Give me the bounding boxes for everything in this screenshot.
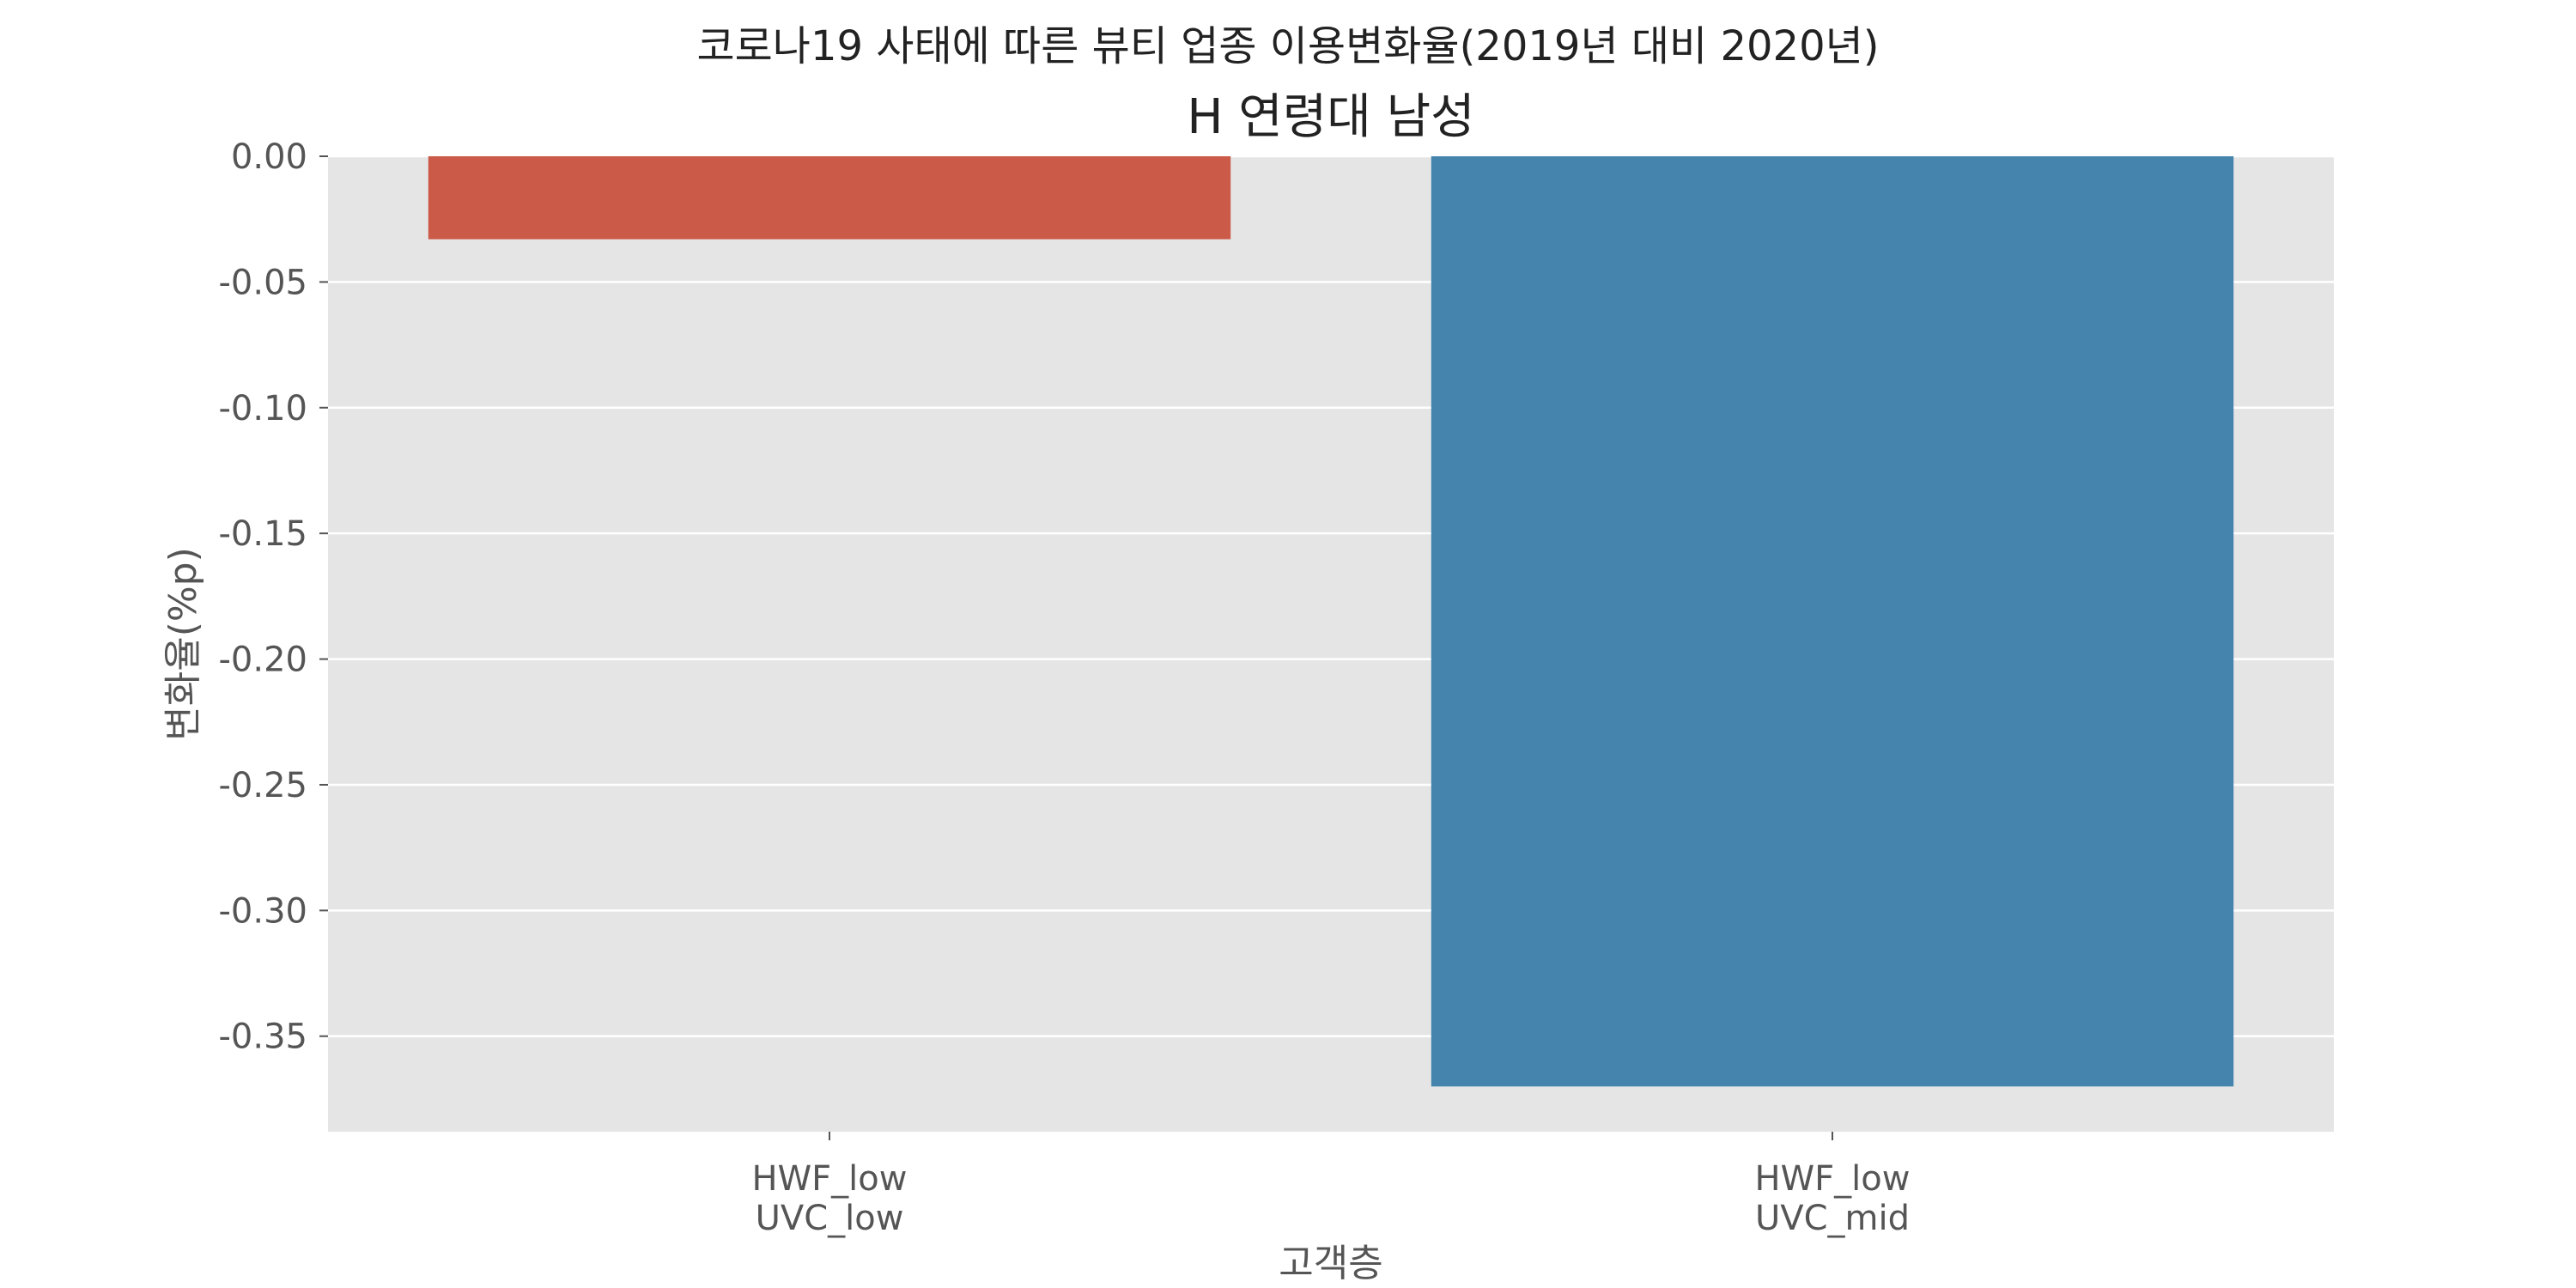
y-tick-label: -0.10 [219,389,308,428]
x-tick-label-line: HWF_low [1755,1159,1911,1199]
y-tick-label: -0.05 [219,263,308,302]
x-tick-label-line: UVC_low [756,1199,904,1238]
bar [1431,156,2234,1087]
x-tick-label: HWF_low UVC_low [752,1159,908,1238]
x-tick-label-line: HWF_low [752,1159,908,1199]
x-axis-title: 고객층 [1279,1242,1382,1285]
y-axis-ticks: 0.00 -0.05 -0.10 -0.15 -0.20 -0.25 -0.30 -0.35 [219,137,328,1057]
y-tick-label: -0.35 [219,1018,308,1057]
x-tick-label: HWF_low UVC_mid [1755,1159,1911,1238]
x-tick-label-line: UVC_mid [1755,1199,1910,1238]
bars [428,156,2234,1087]
y-axis-title: 변화율(%p) [161,547,205,741]
figure-suptitle: 코로나19 사태에 따른 뷰티 업종 이용변화율(2019년 대비 2020년) [696,22,1880,70]
y-tick-label: -0.30 [219,891,308,931]
bar [428,156,1231,240]
y-tick-label: 0.00 [231,137,307,177]
y-tick-label: -0.15 [219,514,308,554]
y-tick-label: -0.20 [219,641,308,680]
chart-title: H 연령대 남성 [1187,89,1474,145]
y-tick-label: -0.25 [219,766,308,805]
